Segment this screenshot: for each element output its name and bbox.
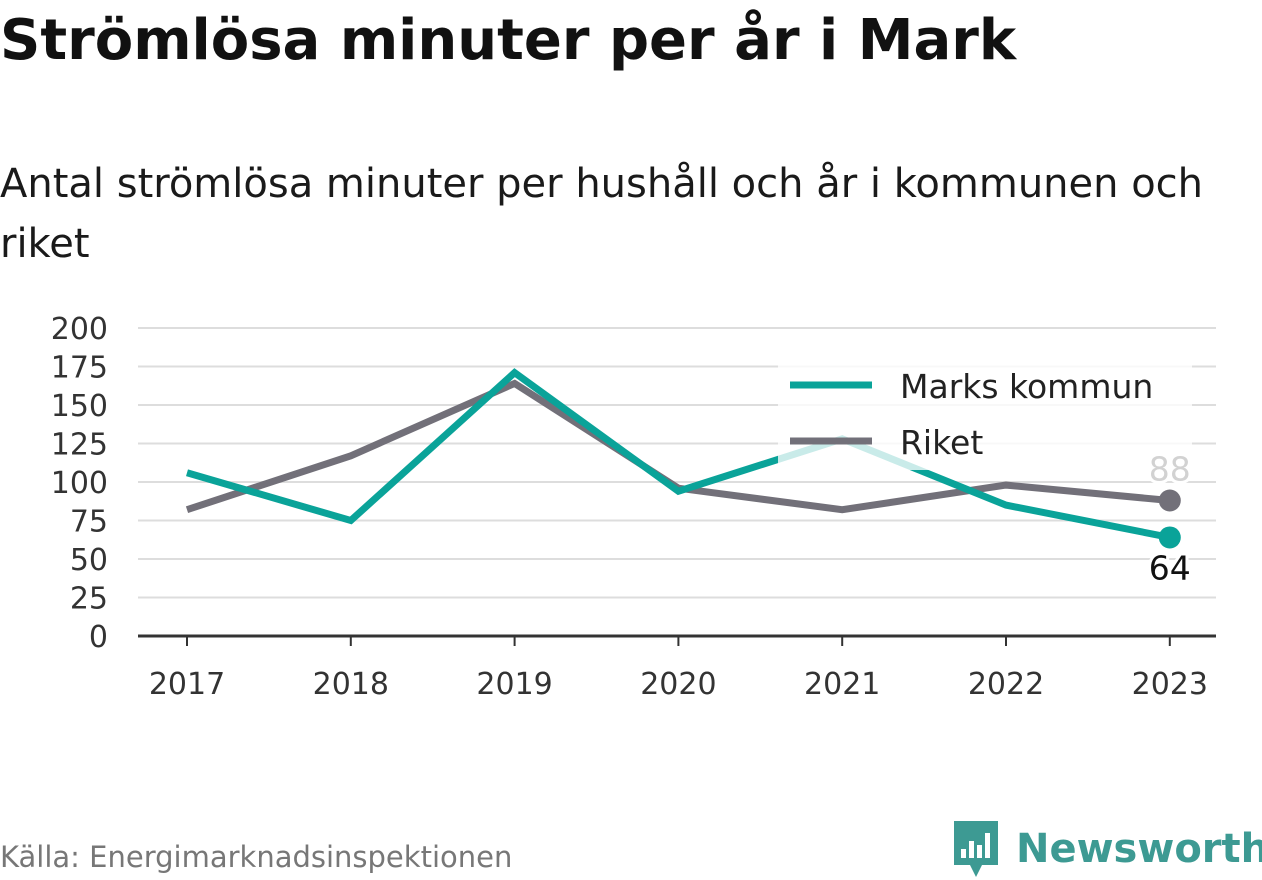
chart-subtitle: Antal strömlösa minuter per hushåll och …	[0, 161, 1204, 267]
x-tick-label: 2018	[313, 667, 389, 702]
series-end-point-marks-kommun	[1158, 526, 1181, 549]
y-tick-label: 175	[51, 351, 108, 386]
y-tick-label: 200	[51, 312, 108, 347]
y-tick-label: 100	[51, 466, 108, 501]
chart-title: Strömlösa minuter per år i Mark	[0, 8, 1017, 73]
y-tick-label: 0	[89, 620, 108, 655]
x-tick-label: 2017	[149, 667, 225, 702]
series-end-point-riket	[1158, 489, 1181, 512]
y-tick-label: 25	[70, 582, 108, 617]
series-lines	[185, 368, 1181, 549]
legend: Marks kommun Riket	[778, 358, 1192, 470]
series-line-marks-kommun	[186, 368, 1171, 541]
legend-entry: Riket	[900, 423, 983, 462]
x-tick-label: 2020	[640, 667, 716, 702]
x-tick-label: 2019	[476, 667, 552, 702]
y-tick-label: 50	[70, 543, 108, 578]
x-tick-label: 2023	[1132, 667, 1208, 702]
grid-lines	[138, 327, 1216, 599]
y-tick-label: 125	[51, 428, 108, 463]
x-tick-label: 2022	[968, 667, 1044, 702]
x-axis-ticks: 2017 2018 2019 2020 2021 2022 2023	[149, 636, 1208, 702]
logo-text: Newsworthy	[1016, 826, 1262, 872]
end-label-riket: 88	[1149, 449, 1191, 488]
newsworthy-logo-icon	[954, 821, 998, 877]
newsworthy-logo: Newsworthy	[950, 818, 1262, 880]
x-tick-label: 2021	[804, 667, 880, 702]
source-note: Källa: Energimarknadsinspektionen	[0, 840, 513, 874]
y-tick-label: 75	[70, 505, 108, 540]
legend-background	[778, 358, 1192, 470]
legend-entry: Marks kommun	[900, 367, 1153, 406]
y-tick-label: 150	[51, 389, 108, 424]
end-labels: 64 88	[1146, 446, 1194, 590]
end-label-marks-kommun: 64	[1149, 548, 1191, 587]
